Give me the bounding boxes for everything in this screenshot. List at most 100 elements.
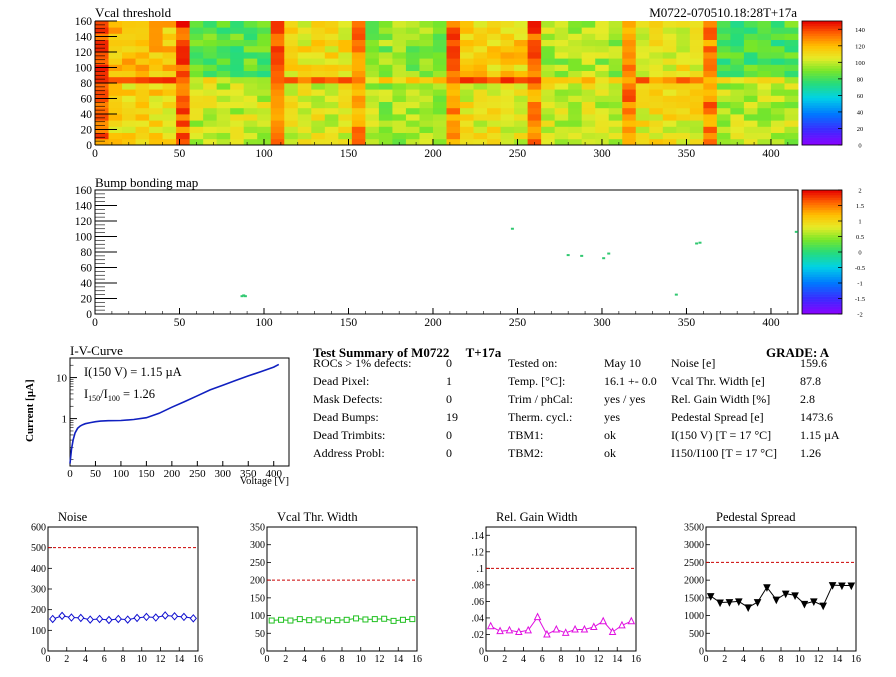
heatmap-cell xyxy=(595,114,610,121)
colorbar-step xyxy=(802,125,842,128)
heatmap-cell xyxy=(365,83,380,90)
noise-y-tick-label: 300 xyxy=(31,585,46,596)
heatmap-cell xyxy=(351,138,366,146)
heatmap-cell xyxy=(311,52,326,59)
heatmap-cell xyxy=(149,138,163,146)
heatmap-cell xyxy=(189,83,204,90)
colorbar-step xyxy=(802,199,842,203)
y-tick-label: 100 xyxy=(75,63,93,75)
pedestal-x-tick-label: 6 xyxy=(760,654,765,665)
heatmap-cell xyxy=(541,138,556,146)
heatmap-cell xyxy=(730,39,745,47)
heatmap-cell xyxy=(243,21,258,28)
iv-frame xyxy=(69,357,290,467)
heatmap-cell xyxy=(635,132,650,140)
heatmap-cell xyxy=(730,33,745,40)
heatmap-cell xyxy=(608,83,623,90)
heatmap-cell xyxy=(703,120,718,127)
vcal-width-y-tick-label: 300 xyxy=(250,540,265,551)
heatmap-cell xyxy=(703,101,718,109)
x-tick-label: 300 xyxy=(593,317,611,329)
colorbar-step xyxy=(802,21,842,24)
colorbar-tick-label: -0.5 xyxy=(855,265,865,272)
heatmap-cell xyxy=(635,64,650,71)
heatmap-cell xyxy=(216,27,231,34)
heatmap-cell xyxy=(581,114,596,121)
pedestal-point xyxy=(763,584,771,592)
heatmap-cell xyxy=(743,89,758,96)
colorbar-step xyxy=(802,197,842,201)
heatmap-cell xyxy=(338,138,353,146)
heatmap-cell xyxy=(730,120,745,127)
heatmap-cell xyxy=(122,52,136,59)
heatmap-cell xyxy=(689,70,704,78)
heatmap-cell xyxy=(676,138,691,146)
heatmap-cell xyxy=(162,120,177,127)
heatmap-cell xyxy=(257,52,272,59)
heatmap-cell xyxy=(230,76,245,84)
heatmap-cell xyxy=(149,89,163,96)
heatmap-cell xyxy=(743,95,758,102)
x-tick-label: 250 xyxy=(509,317,527,329)
pedestal-point xyxy=(753,599,762,607)
heatmap-cell xyxy=(311,83,326,90)
heatmap-cell xyxy=(432,39,447,47)
heatmap-cell xyxy=(203,83,218,90)
heatmap-cell xyxy=(432,138,447,146)
heatmap-cell xyxy=(95,52,109,59)
heatmap-cell xyxy=(257,76,272,84)
heatmap-cell xyxy=(216,58,231,65)
heatmap-cell xyxy=(230,64,245,71)
heatmap-cell xyxy=(689,45,704,53)
pedestal-x-tick-label: 0 xyxy=(704,654,709,665)
heatmap-cell xyxy=(743,120,758,127)
x-tick-label: 300 xyxy=(593,148,611,160)
heatmap-cell xyxy=(176,101,191,109)
heatmap-cell xyxy=(311,39,326,47)
heatmap-cell xyxy=(716,107,731,115)
gain-width-x-tick-label: 2 xyxy=(502,654,507,665)
heatmap-cell xyxy=(297,138,312,146)
heatmap-cell xyxy=(257,58,272,65)
heatmap-cell xyxy=(784,45,799,53)
vcal-width-x-tick-label: 2 xyxy=(283,654,288,665)
heatmap-cell xyxy=(554,120,569,127)
heatmap-cell xyxy=(324,70,339,78)
heatmap-cell xyxy=(284,58,299,65)
heatmap-cell xyxy=(446,70,461,78)
heatmap-cell xyxy=(176,33,191,40)
heatmap-cell xyxy=(487,27,501,34)
heatmap-cell xyxy=(149,21,163,28)
heatmap-cell xyxy=(703,70,718,78)
heatmap-cell xyxy=(392,126,407,133)
heatmap-cell xyxy=(770,64,785,71)
heatmap-cell xyxy=(581,70,596,78)
heatmap-cell xyxy=(473,132,488,140)
heatmap-cell xyxy=(338,132,353,140)
heatmap-cell xyxy=(487,101,501,109)
pedestal-point xyxy=(744,604,752,613)
heatmap-cell xyxy=(257,70,272,78)
colorbar-step xyxy=(802,214,842,218)
heatmap-cell xyxy=(473,21,488,28)
heatmap-cell xyxy=(514,39,529,47)
heatmap-cell xyxy=(230,21,245,28)
heatmap-cell xyxy=(432,107,447,115)
heatmap-cell xyxy=(432,33,447,40)
heatmap-cell xyxy=(514,52,529,59)
heatmap-cell xyxy=(716,45,731,53)
y-tick-label: 40 xyxy=(81,278,93,290)
heatmap-cell xyxy=(757,114,772,121)
heatmap-cell xyxy=(635,33,650,40)
heatmap-cell xyxy=(324,101,339,109)
heatmap-cell xyxy=(541,70,556,78)
heatmap-cell xyxy=(392,89,407,96)
colorbar-step xyxy=(802,252,842,255)
colorbar-step xyxy=(802,254,842,258)
vcal-width-point xyxy=(399,616,406,623)
vcal-width-point xyxy=(324,617,331,624)
heatmap-cell xyxy=(297,33,312,40)
heatmap-cell xyxy=(230,39,245,47)
heatmap-cell xyxy=(649,138,664,146)
